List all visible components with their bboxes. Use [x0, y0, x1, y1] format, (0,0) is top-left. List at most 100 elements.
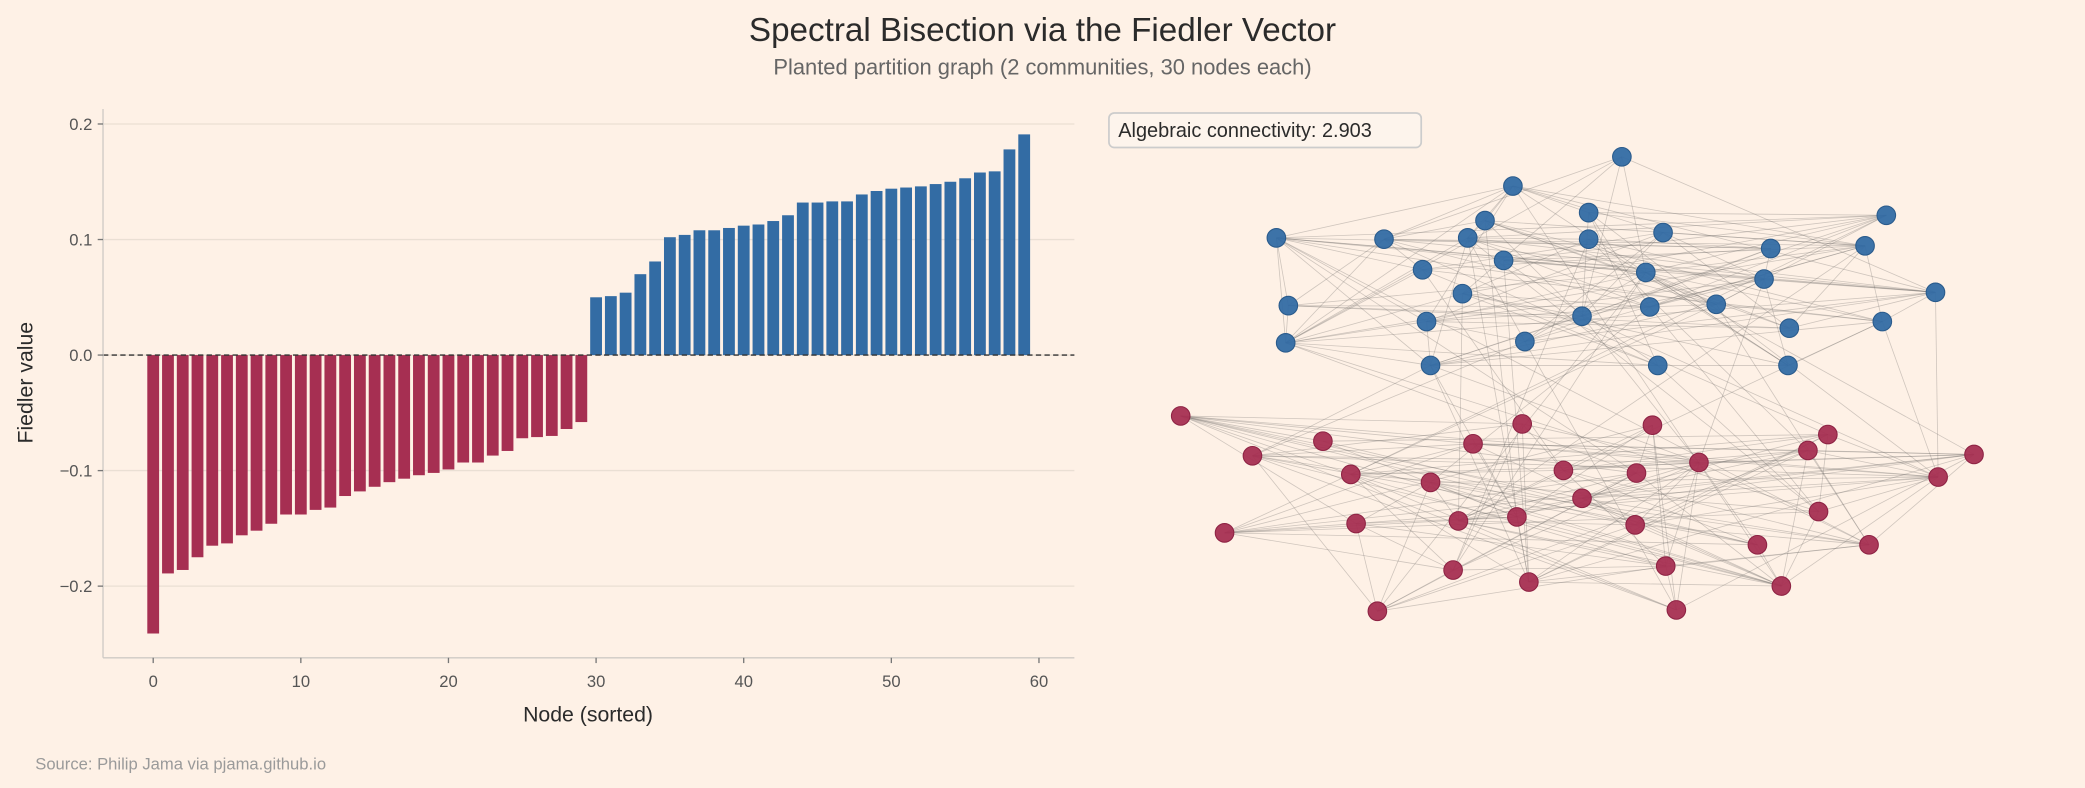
edge	[1634, 462, 1700, 526]
node-community-red	[1626, 463, 1647, 483]
edge	[1581, 315, 1939, 478]
edge	[1430, 291, 1936, 366]
edge	[1467, 237, 1589, 240]
edge	[1827, 434, 1939, 478]
edge	[1636, 472, 1782, 587]
edge	[1467, 237, 1819, 512]
edge	[1377, 565, 1666, 612]
edge	[1787, 321, 1883, 366]
edge	[1276, 237, 1765, 280]
edge	[1322, 440, 1518, 518]
bar	[442, 355, 455, 470]
edge	[1563, 434, 1828, 471]
edge	[1377, 569, 1454, 612]
node-community-blue	[1457, 228, 1478, 248]
edge	[1355, 523, 1454, 571]
edge	[1512, 185, 1782, 587]
edge	[1467, 185, 1514, 239]
node-community-red	[1448, 511, 1469, 531]
x-tick-label: 30	[587, 672, 605, 691]
node-community-blue	[1515, 331, 1535, 352]
edge	[1276, 237, 1637, 474]
edge	[1180, 415, 1758, 546]
node-community-blue	[1872, 311, 1893, 332]
edge	[1180, 415, 1677, 611]
bar	[900, 187, 913, 356]
edge	[1285, 321, 1427, 344]
edge	[1649, 303, 1717, 308]
edge	[1698, 278, 1765, 463]
edge	[1581, 156, 1623, 317]
edge	[1252, 455, 1378, 612]
edge	[1716, 214, 1887, 305]
edge	[1462, 293, 1650, 308]
node-community-red	[1346, 513, 1366, 534]
edge	[1588, 212, 1866, 247]
node-community-red	[1798, 440, 1818, 461]
edge	[1467, 237, 1936, 293]
node-community-red	[1964, 444, 1984, 465]
edge	[1462, 293, 1583, 317]
edge	[1252, 443, 1474, 457]
bar	[545, 355, 558, 436]
edge	[1581, 497, 1782, 587]
edge	[1426, 185, 1514, 322]
edge	[1563, 450, 1808, 471]
edge	[1285, 342, 1658, 366]
edge	[1276, 237, 1431, 366]
bar	[782, 215, 794, 356]
edge	[1377, 450, 1809, 612]
edge	[1462, 293, 1789, 366]
bar	[235, 355, 248, 536]
bar	[796, 202, 809, 356]
node-community-red	[1519, 572, 1539, 592]
bar	[575, 355, 588, 423]
edge	[1383, 220, 1486, 240]
edge	[1716, 303, 1883, 322]
edge	[1467, 237, 1526, 342]
edge	[1781, 476, 1939, 587]
node-community-blue	[1412, 259, 1433, 280]
edge	[1503, 260, 1646, 273]
edge	[1503, 245, 1866, 261]
edge	[1350, 474, 1677, 611]
bar	[914, 186, 927, 356]
edge	[1426, 278, 1765, 322]
node-community-blue	[1374, 229, 1394, 250]
edge	[1224, 516, 1517, 534]
edge	[1275, 237, 1289, 306]
node-community-red	[1689, 452, 1709, 473]
edge	[1473, 443, 1699, 463]
node-community-red	[1553, 460, 1574, 481]
bar	[294, 355, 307, 515]
x-tick-label: 20	[439, 672, 457, 691]
edge	[1528, 462, 1700, 583]
node-community-blue	[1706, 294, 1727, 315]
edge	[1868, 454, 1975, 546]
bar	[723, 227, 735, 356]
edge	[1675, 462, 1700, 610]
edge	[1350, 434, 1828, 475]
bar	[531, 355, 543, 438]
edge	[1462, 156, 1623, 294]
edge	[1285, 342, 1819, 512]
edge	[1276, 185, 1513, 239]
edge	[1350, 443, 1474, 475]
edge	[1524, 272, 1646, 342]
edge	[1252, 455, 1699, 463]
edge	[1652, 425, 1667, 567]
y-ticks: −0.2 −0.1 0.0 0.1 0.2	[60, 115, 104, 596]
node-community-red	[1313, 431, 1333, 452]
edge	[1288, 238, 1385, 306]
bar	[383, 355, 396, 483]
edge	[1430, 315, 1583, 366]
edge	[1285, 245, 1866, 344]
edge	[1350, 474, 1530, 583]
edge	[1322, 434, 1828, 442]
edge	[1563, 470, 1758, 546]
edge	[1430, 365, 1530, 583]
node-community-red	[1655, 556, 1676, 576]
node-community-red	[1572, 488, 1592, 509]
edge	[1645, 272, 1789, 366]
edge	[1588, 238, 1789, 366]
